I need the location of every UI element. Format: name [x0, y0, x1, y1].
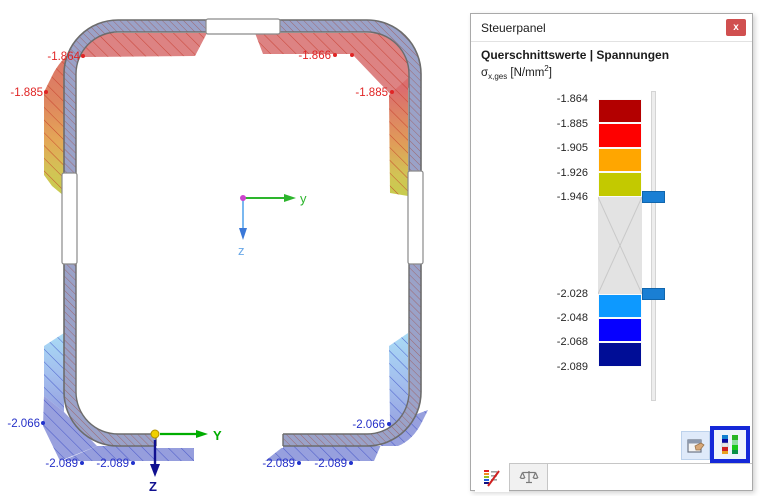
- section-band: [63, 19, 422, 447]
- local-y-arrow-icon: [284, 194, 296, 202]
- tab-factors[interactable]: [509, 463, 548, 490]
- panel-header: Querschnittswerte | Spannungen σx,ges [N…: [481, 48, 744, 81]
- scale-value: -1.885: [556, 118, 588, 130]
- stress-label: -1.866: [298, 50, 331, 62]
- scale-swatch-yellow[interactable]: [598, 172, 642, 197]
- cross-section-stress-diagram: y z Y Z -1.864 -1.885 -1.866 -1.885: [7, 18, 428, 494]
- result-type-label: Querschnittswerte | Spannungen: [481, 48, 670, 62]
- tab-color-scale[interactable]: [475, 463, 509, 492]
- scale-slider-handle-lower[interactable]: [642, 288, 665, 300]
- centroid-node: [240, 195, 246, 201]
- stress-label: -2.089: [262, 458, 295, 470]
- scale-value: -2.028: [556, 288, 588, 300]
- scale-swatch-red[interactable]: [598, 123, 642, 148]
- scale-value: -1.905: [556, 142, 588, 154]
- scale-value: -1.926: [556, 167, 588, 179]
- stress-label: -2.089: [96, 458, 129, 470]
- control-panel: Steuerpanel x Querschnittswerte | Spannu…: [470, 13, 753, 492]
- close-icon[interactable]: x: [726, 19, 746, 36]
- stress-regions-top: [44, 33, 421, 196]
- scale-value: -1.946: [556, 191, 588, 203]
- stress-label: -1.885: [10, 87, 43, 99]
- panel-options-button[interactable]: [681, 431, 710, 460]
- balance-scale-icon: [518, 471, 539, 484]
- color-scale-options-button[interactable]: [710, 426, 750, 463]
- scale-swatch-lightblue[interactable]: [598, 294, 642, 318]
- scale-slider-track[interactable]: [651, 91, 656, 401]
- scale-swatch-orange[interactable]: [598, 148, 642, 172]
- scale-swatch-blue[interactable]: [598, 318, 642, 342]
- scale-value: -2.048: [556, 312, 588, 324]
- local-y-axis-label: y: [300, 191, 307, 206]
- stress-label: -2.089: [314, 458, 347, 470]
- global-y-axis-label: Y: [213, 428, 222, 443]
- unit-close: ]: [548, 66, 552, 79]
- stress-label: -2.066: [352, 419, 385, 431]
- sigma-symbol: σ: [481, 66, 489, 79]
- global-axes: Y Z: [149, 428, 222, 494]
- scale-value: -1.864: [556, 93, 588, 105]
- stress-label: -1.885: [355, 87, 388, 99]
- scale-value: -2.089: [556, 361, 588, 373]
- local-z-arrow-icon: [239, 228, 247, 240]
- origin-node: [150, 429, 160, 439]
- scale-swatch-darkblue[interactable]: [598, 342, 642, 367]
- stress-value-dots: [44, 53, 394, 94]
- local-z-axis-label: z: [238, 243, 245, 258]
- color-scale-tab-icon: [484, 469, 500, 487]
- sigma-subscript: x,ges: [488, 72, 508, 82]
- unit-exponent: 2: [544, 64, 549, 73]
- unit-open: [N/mm: [507, 66, 545, 79]
- local-axes: y z: [238, 191, 307, 258]
- tabstrip-divider: [509, 463, 752, 464]
- scale-value: -2.068: [556, 336, 588, 348]
- result-quantity-label: σx,ges [N/mm2]: [481, 64, 744, 81]
- panel-title: Steuerpanel: [481, 20, 546, 35]
- global-z-axis-label: Z: [149, 479, 157, 494]
- color-bars-icon: [721, 434, 738, 454]
- stress-value-dots-bottom: [41, 421, 391, 465]
- panel-titlebar[interactable]: Steuerpanel x: [471, 14, 752, 42]
- scale-slider-handle-upper[interactable]: [642, 191, 665, 203]
- stress-label: -1.864: [47, 51, 80, 63]
- scale-swatch-hidden-range[interactable]: [597, 196, 643, 295]
- section-gap-plates: [61, 18, 424, 448]
- panel-hand-icon: [686, 438, 705, 453]
- global-z-arrow-icon: [150, 464, 160, 477]
- hidden-range-cross-icon: [597, 196, 643, 295]
- stress-label: -2.066: [7, 418, 40, 430]
- global-y-arrow-icon: [196, 430, 208, 438]
- scale-swatch-darkred[interactable]: [598, 99, 642, 123]
- stress-label: -2.089: [45, 458, 78, 470]
